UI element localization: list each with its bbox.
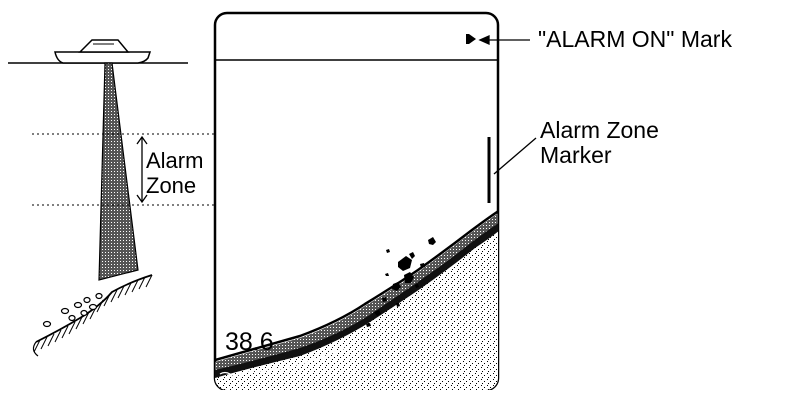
echo-sounder-screen bbox=[213, 11, 500, 392]
alarm-zone-arrow bbox=[136, 135, 148, 204]
alarm-zone-marker-label-line2: Marker bbox=[540, 142, 612, 168]
boat-hull bbox=[54, 51, 152, 64]
alarm-on-leader-arrow bbox=[478, 34, 530, 46]
alarm-on-mark-icon bbox=[466, 34, 476, 44]
seabed-echo-top-line bbox=[215, 208, 498, 362]
alarm-zone-marker-leader bbox=[493, 137, 537, 175]
depth-readout: 38.6 bbox=[225, 328, 274, 356]
alarm-on-mark-label: "ALARM ON" Mark bbox=[538, 26, 732, 52]
boat-scene bbox=[8, 39, 188, 357]
fish-school-echoes bbox=[366, 237, 436, 327]
seabed-echo-speckle bbox=[215, 226, 498, 390]
boat-cabin bbox=[78, 39, 130, 53]
sonar-beam bbox=[98, 62, 139, 281]
seabed-hatching bbox=[33, 274, 153, 353]
fish-echoes-left bbox=[42, 292, 103, 328]
seabed-line bbox=[35, 274, 153, 343]
seabed-echo-gray-band bbox=[215, 212, 498, 370]
alarm-zone-label-line2: Zone bbox=[146, 173, 197, 198]
alarm-zone-marker-label-line1: Alarm Zone bbox=[540, 117, 659, 143]
alarm-zone-label-line1: Alarm bbox=[146, 148, 204, 173]
